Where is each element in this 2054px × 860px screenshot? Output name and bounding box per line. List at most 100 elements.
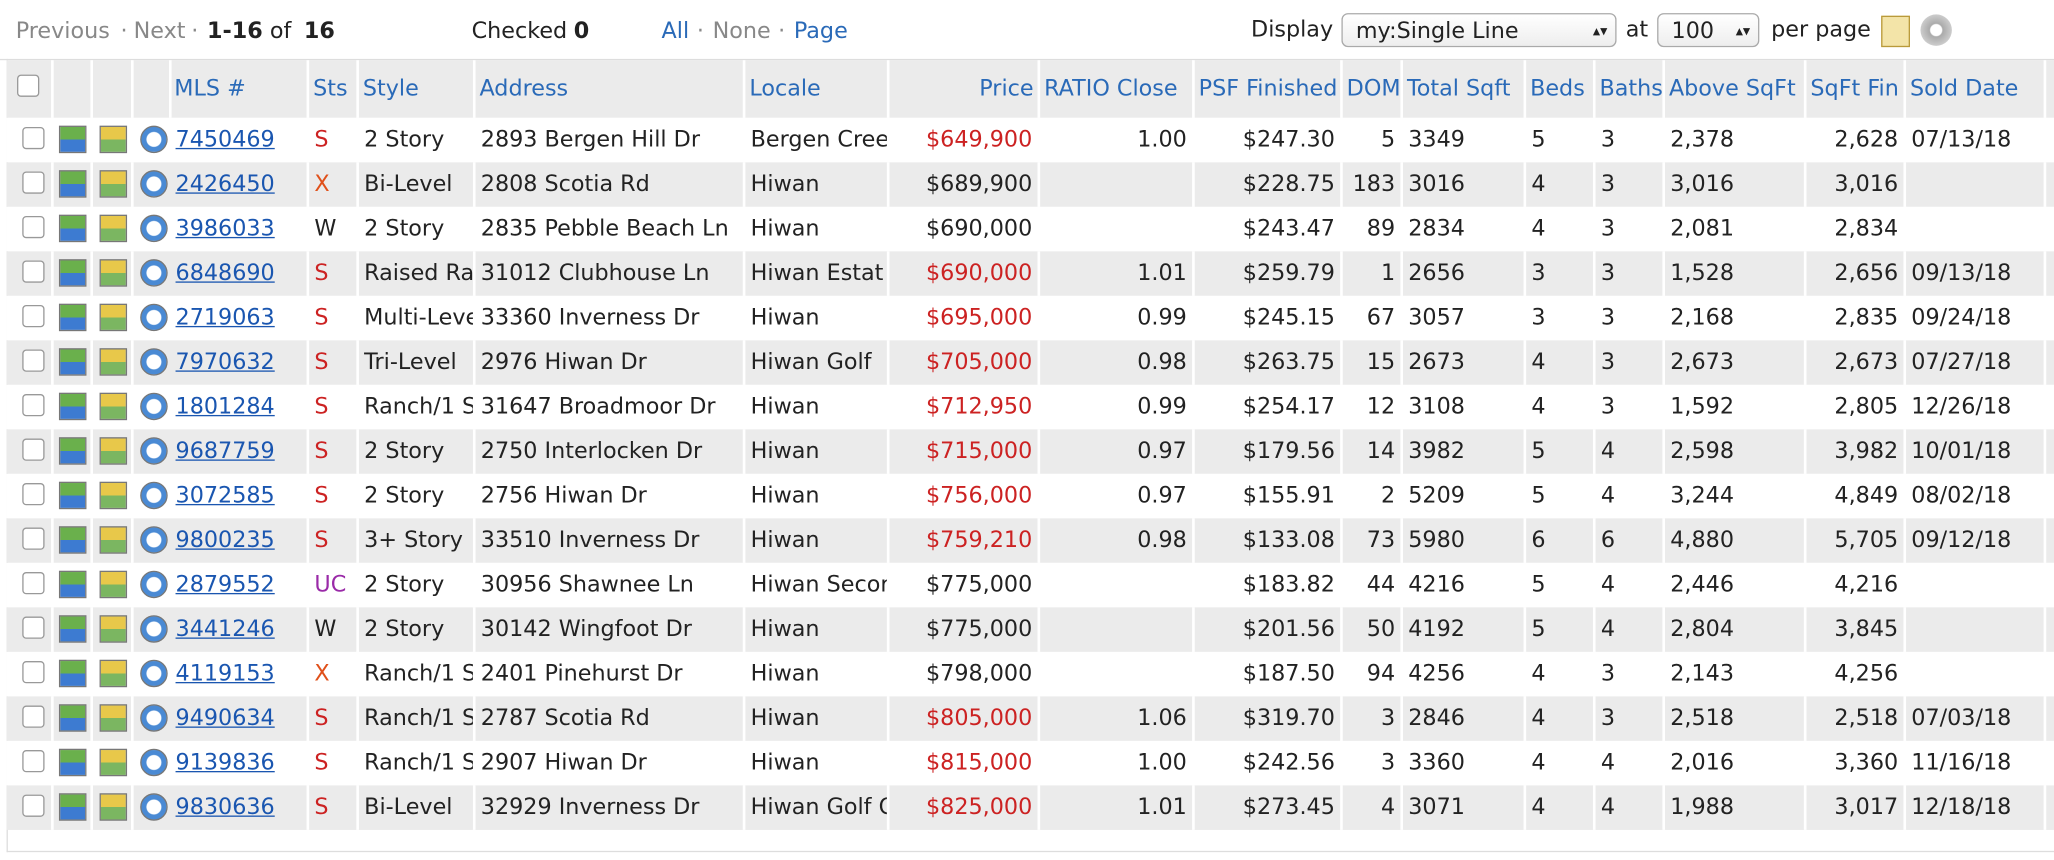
next-link[interactable]: Next (133, 18, 186, 45)
previous-link[interactable]: Previous (15, 18, 110, 45)
mls-link[interactable]: 3441246 (175, 616, 275, 643)
gallery-icon[interactable] (99, 348, 128, 376)
column-header[interactable]: Sts (309, 60, 359, 118)
photo-icon[interactable] (58, 437, 87, 465)
select-all-checkbox[interactable] (17, 74, 40, 97)
column-header[interactable]: RATIO Close (1040, 60, 1195, 118)
gallery-icon[interactable] (99, 170, 128, 198)
history-icon[interactable] (140, 259, 168, 287)
column-header[interactable]: DOM (1343, 60, 1404, 118)
row-checkbox[interactable] (22, 572, 45, 595)
row-checkbox[interactable] (22, 126, 45, 150)
photo-icon[interactable] (58, 570, 87, 599)
mls-number[interactable]: 9139836 (170, 740, 310, 786)
mls-link[interactable]: 9490634 (175, 705, 275, 732)
mls-number[interactable]: 2879552 (170, 562, 310, 608)
photo-icon[interactable] (58, 170, 87, 198)
history-icon[interactable] (140, 704, 168, 732)
history-icon[interactable] (140, 170, 168, 198)
row-checkbox[interactable] (22, 260, 45, 283)
edit-icon[interactable] (1881, 15, 1910, 48)
history-icon[interactable] (140, 793, 168, 821)
gallery-icon[interactable] (99, 392, 128, 421)
gallery-icon[interactable] (99, 303, 128, 332)
history-icon[interactable] (140, 348, 168, 376)
photo-icon[interactable] (58, 659, 87, 688)
gallery-icon[interactable] (99, 481, 128, 510)
mls-number[interactable]: 2719063 (170, 295, 310, 341)
row-checkbox[interactable] (22, 794, 45, 817)
history-icon[interactable] (140, 570, 168, 599)
photo-icon[interactable] (58, 348, 87, 376)
row-checkbox[interactable] (22, 616, 45, 639)
gallery-icon[interactable] (99, 214, 128, 243)
mls-link[interactable]: 9830636 (175, 794, 275, 821)
photo-icon[interactable] (58, 259, 87, 287)
row-checkbox[interactable] (22, 394, 45, 417)
photo-icon[interactable] (58, 615, 87, 643)
column-header[interactable]: Sold Date (1906, 60, 2047, 118)
mls-number[interactable]: 2426450 (170, 162, 310, 207)
mls-number[interactable]: 9687759 (170, 429, 310, 474)
row-checkbox[interactable] (22, 304, 45, 328)
mls-link[interactable]: 7450469 (175, 126, 275, 154)
row-checkbox[interactable] (22, 215, 45, 239)
gallery-icon[interactable] (99, 437, 128, 465)
column-header[interactable]: Baths (1596, 60, 1666, 118)
history-icon[interactable] (140, 437, 168, 465)
row-checkbox[interactable] (22, 705, 45, 728)
row-checkbox[interactable] (22, 349, 45, 372)
mls-link[interactable]: 4119153 (175, 661, 275, 688)
gallery-icon[interactable] (99, 659, 128, 688)
photo-icon[interactable] (58, 704, 87, 732)
row-checkbox[interactable] (22, 661, 45, 684)
column-header[interactable]: Locale (745, 60, 890, 118)
gallery-icon[interactable] (99, 526, 128, 554)
mls-link[interactable]: 3986033 (175, 215, 275, 243)
photo-icon[interactable] (58, 481, 87, 510)
mls-link[interactable]: 3072585 (175, 483, 275, 510)
row-checkbox[interactable] (22, 483, 45, 506)
settings-icon[interactable] (1920, 14, 1952, 46)
mls-link[interactable]: 2426450 (175, 171, 275, 198)
gallery-icon[interactable] (99, 615, 128, 643)
history-icon[interactable] (140, 659, 168, 688)
photo-icon[interactable] (58, 214, 87, 243)
select-page[interactable]: Page (793, 18, 848, 45)
column-header[interactable]: Total Sqft (1403, 60, 1527, 118)
history-icon[interactable] (140, 214, 168, 243)
gallery-icon[interactable] (99, 793, 128, 821)
photo-icon[interactable] (58, 392, 87, 421)
mls-number[interactable]: 3441246 (170, 607, 310, 652)
mls-number[interactable]: 3072585 (170, 473, 310, 519)
mls-link[interactable]: 9800235 (175, 527, 275, 554)
column-header[interactable]: PSF Finished (1195, 60, 1343, 118)
row-checkbox[interactable] (22, 750, 45, 773)
history-icon[interactable] (140, 392, 168, 421)
history-icon[interactable] (140, 615, 168, 643)
row-checkbox[interactable] (22, 438, 45, 461)
column-header[interactable]: Address (476, 60, 746, 118)
mls-number[interactable]: 1801284 (170, 384, 310, 430)
column-header[interactable]: Price (889, 60, 1041, 118)
view-select[interactable]: my:Single Line ▴▾ (1341, 13, 1617, 48)
mls-number[interactable]: 7970632 (170, 340, 310, 385)
mls-number[interactable]: 3986033 (170, 206, 310, 252)
gallery-icon[interactable] (99, 259, 128, 287)
gallery-icon[interactable] (99, 704, 128, 732)
photo-icon[interactable] (58, 125, 87, 154)
mls-number[interactable]: 9830636 (170, 785, 310, 830)
column-header[interactable]: Beds (1526, 60, 1596, 118)
history-icon[interactable] (140, 748, 168, 777)
mls-link[interactable]: 9139836 (175, 750, 275, 777)
mls-number[interactable]: 4119153 (170, 651, 310, 697)
photo-icon[interactable] (58, 748, 87, 777)
select-all[interactable]: All (661, 18, 690, 45)
per-page-select[interactable]: 100 ▴▾ (1657, 13, 1760, 48)
row-checkbox[interactable] (22, 527, 45, 550)
column-header[interactable]: Above SqFt (1665, 60, 1807, 118)
mls-link[interactable]: 1801284 (175, 394, 275, 421)
gallery-icon[interactable] (99, 748, 128, 777)
mls-number[interactable]: 9800235 (170, 518, 310, 563)
mls-link[interactable]: 2719063 (175, 304, 275, 332)
